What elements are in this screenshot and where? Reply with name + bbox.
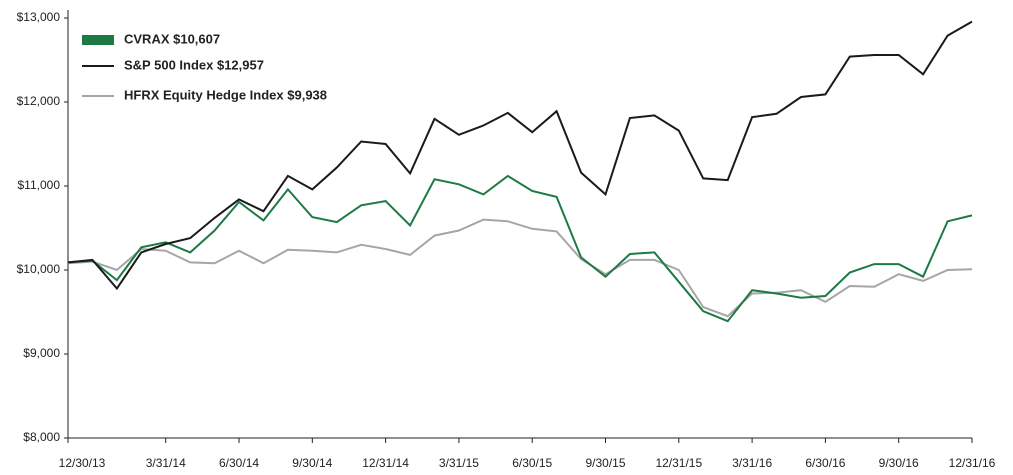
x-tick-label: 3/31/15 [439,456,479,470]
x-tick-label: 12/30/13 [59,456,106,470]
legend-swatch [82,35,114,45]
series-line [67,218,973,318]
x-tick-label: 12/31/16 [949,456,996,470]
legend-label: HFRX Equity Hedge Index $9,938 [124,87,327,102]
x-tick-label: 6/30/15 [512,456,552,470]
y-tick-label: $9,000 [23,346,60,360]
x-tick-label: 3/31/16 [732,456,772,470]
legend-label: CVRAX $10,607 [124,31,220,46]
y-tick-label: $10,000 [17,262,61,276]
x-tick-label: 9/30/15 [585,456,625,470]
y-tick-label: $8,000 [23,430,60,444]
x-tick-label: 6/30/14 [219,456,259,470]
x-tick-label: 3/31/14 [146,456,186,470]
legend-label: S&P 500 Index $12,957 [124,57,264,72]
x-tick-label: 9/30/14 [292,456,332,470]
x-tick-label: 12/31/14 [362,456,409,470]
series-line [67,20,973,291]
y-tick-label: $11,000 [18,178,61,192]
x-tick-label: 6/30/16 [805,456,845,470]
x-tick-label: 9/30/16 [879,456,919,470]
y-tick-label: $12,000 [17,94,61,108]
x-tick-label: 12/31/15 [655,456,702,470]
series-line [67,174,973,323]
y-tick-label: $13,000 [17,10,61,24]
